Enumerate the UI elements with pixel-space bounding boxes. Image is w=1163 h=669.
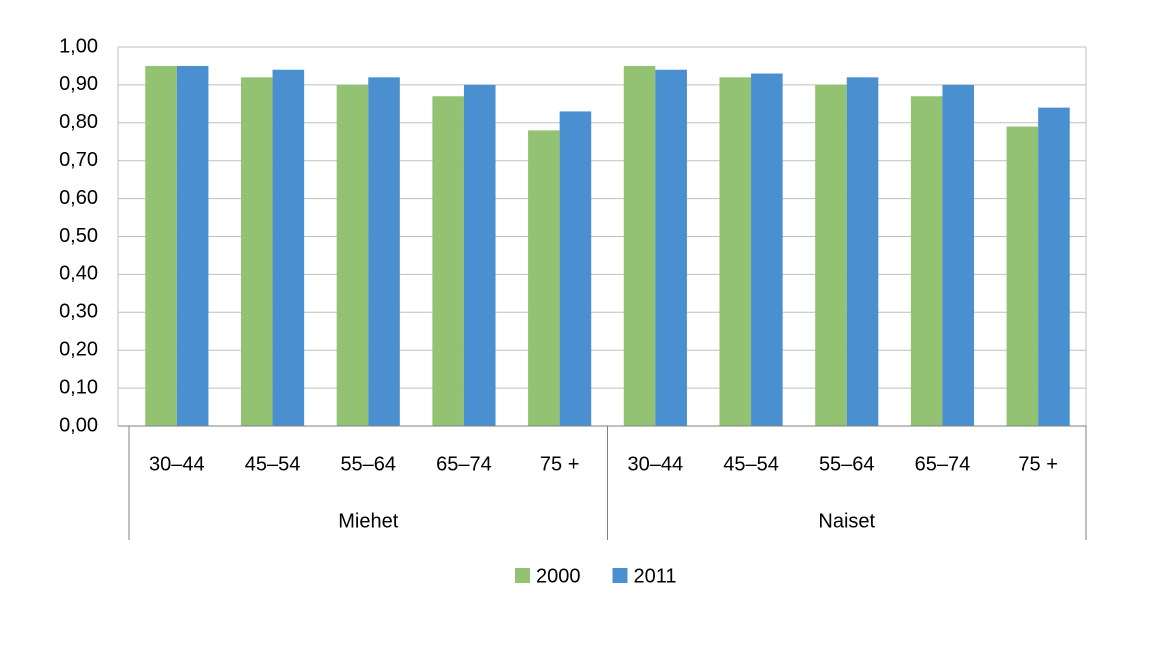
x-tick-label: 55–64: [340, 453, 396, 475]
bar: [368, 77, 400, 426]
bar: [240, 77, 273, 426]
bar: [272, 69, 305, 427]
bar: [623, 65, 656, 426]
group-label: Naiset: [818, 510, 875, 532]
bar: [655, 69, 687, 427]
legend-label: 2000: [536, 565, 581, 587]
x-tick-label: 65–74: [436, 453, 492, 475]
legend-swatch: [612, 568, 628, 583]
x-tick-label: 30–44: [149, 453, 205, 475]
x-tick-label: 65–74: [915, 453, 971, 475]
bar: [910, 96, 943, 427]
bar: [942, 84, 975, 427]
y-tick-label: 0,40: [59, 263, 98, 285]
x-tick-label: 75 +: [540, 453, 579, 475]
bar: [145, 65, 177, 426]
y-tick-label: 0,60: [59, 187, 98, 209]
y-tick-label: 0,80: [59, 111, 98, 133]
bar: [846, 77, 879, 426]
bar: [463, 84, 496, 427]
y-tick-label: 0,20: [59, 338, 98, 360]
bar: [559, 111, 592, 427]
x-tick-label: 75 +: [1018, 453, 1057, 475]
bar: [1038, 107, 1070, 426]
y-tick-label: 0,50: [59, 225, 98, 247]
bar: [719, 77, 752, 426]
x-tick-label: 55–64: [819, 453, 875, 475]
group-label: Miehet: [338, 510, 398, 532]
y-tick-label: 0,30: [59, 301, 98, 323]
y-tick-label: 0,10: [59, 376, 98, 398]
x-tick-label: 45–54: [723, 453, 779, 475]
bar: [176, 65, 209, 426]
legend-swatch: [515, 568, 530, 583]
legend-label: 2011: [634, 565, 677, 587]
bar: [336, 84, 369, 427]
x-tick-label: 45–54: [245, 453, 301, 475]
y-tick-label: 0,00: [59, 414, 98, 436]
y-tick-label: 0,70: [59, 149, 98, 171]
bar: [1006, 126, 1039, 426]
y-tick-label: 0,90: [59, 73, 98, 95]
bar: [528, 130, 560, 426]
bar: [751, 73, 783, 426]
bar: [432, 96, 464, 427]
y-tick-label: 1,00: [59, 35, 98, 57]
bar: [815, 84, 847, 427]
x-tick-label: 30–44: [628, 453, 684, 475]
